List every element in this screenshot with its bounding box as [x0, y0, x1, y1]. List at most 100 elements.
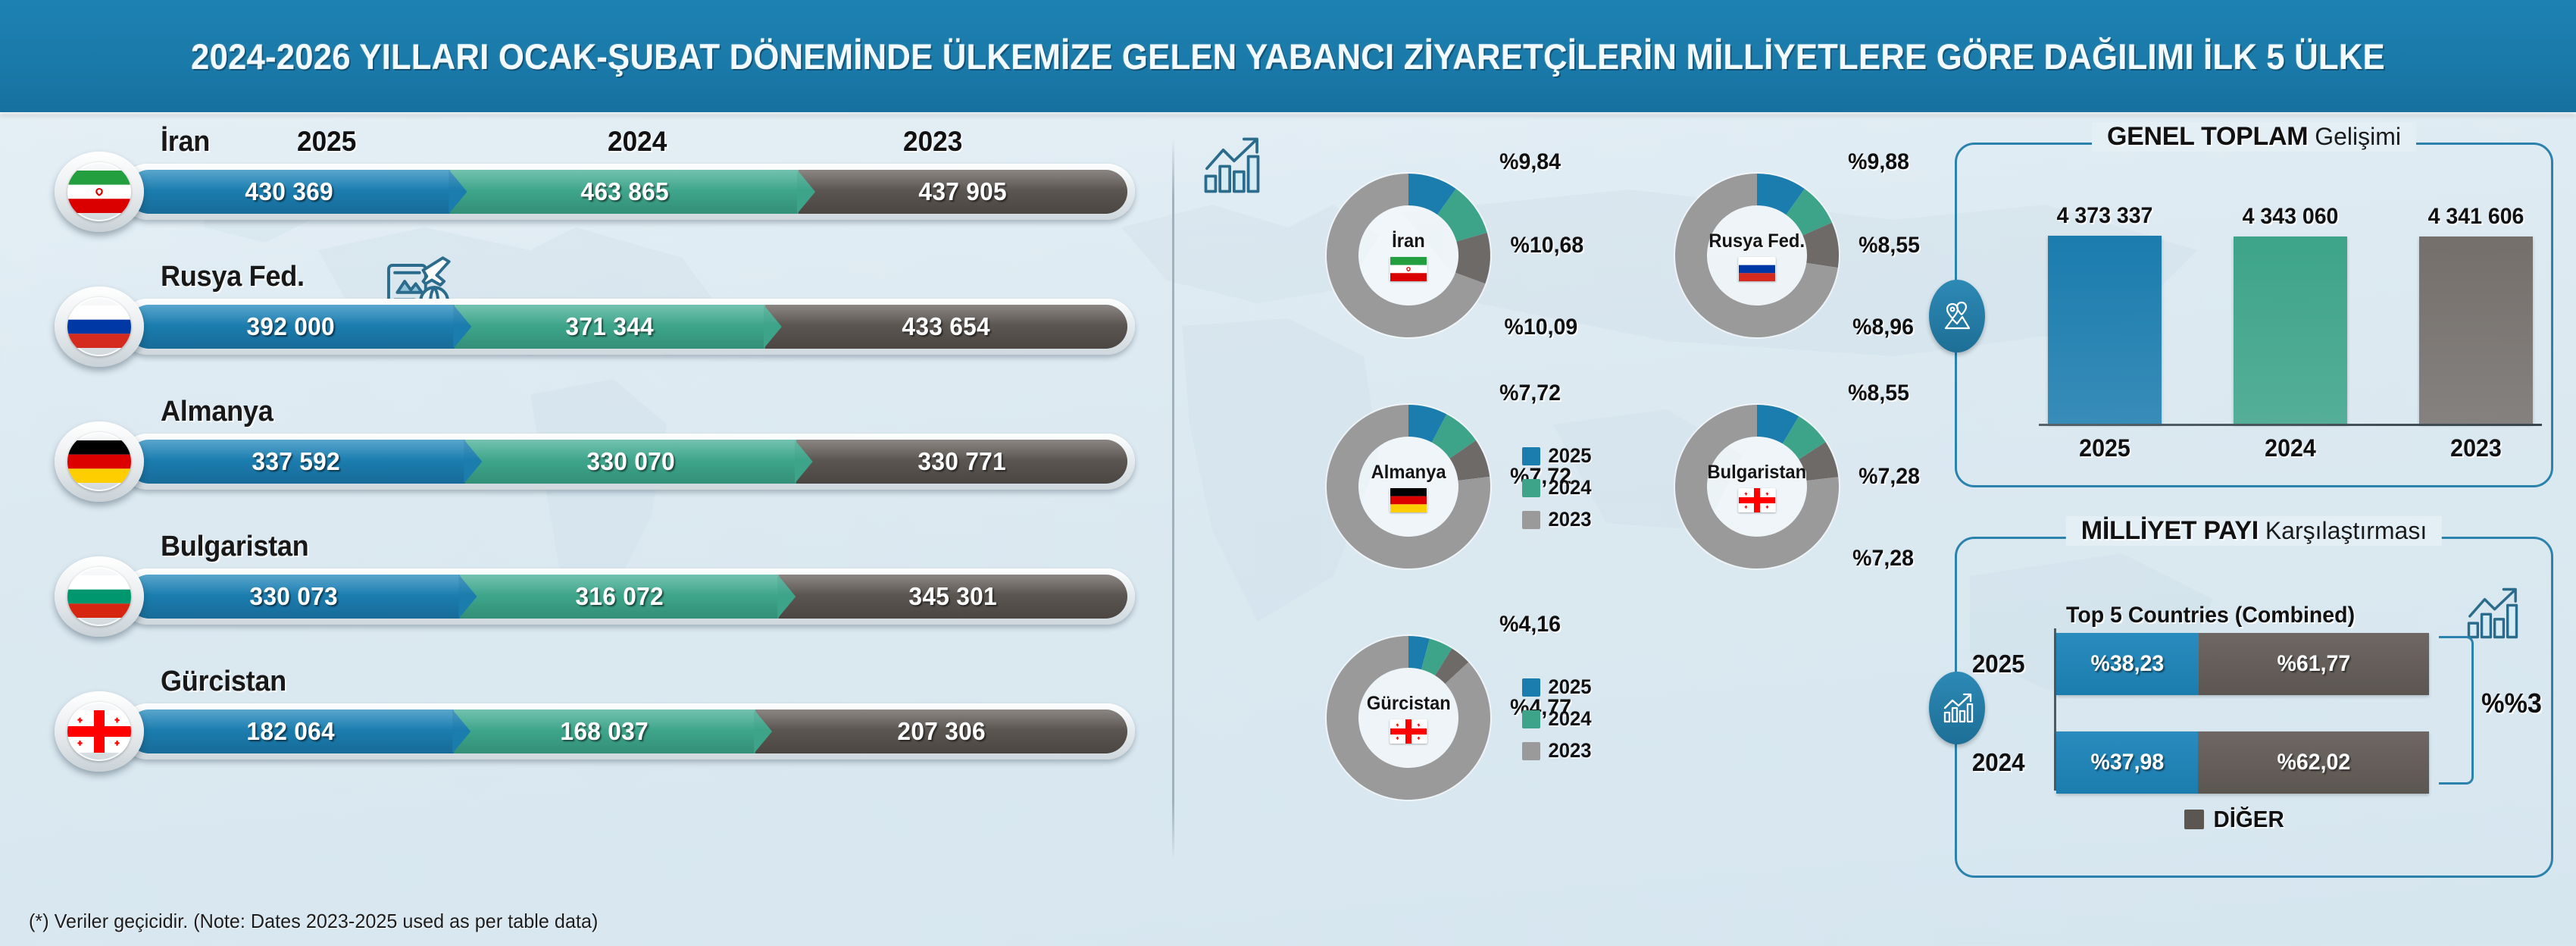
stacked-bar: 430 369 463 865 437 905 — [120, 164, 1135, 220]
genel-toplam-panel: GENEL TOPLAM Gelişimi 4 373 337 4 343 060… — [1929, 122, 2553, 487]
donut-slice-3 — [1327, 636, 1490, 800]
bar-segment-2025: 337 592 — [127, 440, 466, 484]
legend-item: 2023 — [1522, 739, 1593, 763]
donut-country-name: Almanya — [1371, 461, 1446, 483]
year-header-2023: 2023 — [903, 126, 963, 157]
bar-value-2023: 433 654 — [902, 312, 991, 340]
legend-swatch — [1522, 710, 1540, 728]
legend-label: 2023 — [1548, 508, 1592, 531]
legend-item: 2025 — [1522, 444, 1593, 468]
donut-slice-2 — [1455, 232, 1490, 284]
bar-value-2024: 330 070 — [586, 447, 675, 475]
flag-disc — [67, 567, 131, 626]
donut-slice-2 — [1802, 222, 1839, 268]
donut-slice-1 — [1786, 189, 1832, 236]
country-flag — [55, 421, 144, 502]
donut-slice-1 — [1782, 416, 1826, 460]
milliyet-payi-title-light: Karşılaştırması — [2258, 517, 2428, 544]
share-value-top5: %37,98 — [2090, 750, 2164, 775]
share-segment-other: %61,77 — [2199, 633, 2429, 695]
donut-percent-label: %4,77 — [1510, 695, 1571, 720]
growth-chart-badge-icon — [1929, 672, 1985, 744]
bar-segment-2023: 437 905 — [799, 170, 1127, 214]
donut-chart: Bulgaristan — [1671, 400, 1843, 573]
bar-segment-2023: 207 306 — [755, 710, 1127, 753]
legend-swatch — [1522, 510, 1540, 529]
country-row: İran 2025 2024 2023 430 369 463 865 437 905 — [0, 112, 1171, 247]
donut-percent-label: %10,68 — [1510, 233, 1584, 258]
donut-percent-label: %8,55 — [1848, 381, 1909, 406]
milliyet-payi-panel: MİLLİYET PAYI Karşılaştırması Top 5 Coun… — [1929, 516, 2553, 878]
legend-label: 2023 — [1548, 739, 1592, 762]
donut-legend: 2025 2024 2023 — [1522, 675, 1593, 763]
bar-segment-2024: 168 037 — [454, 710, 756, 753]
bar-value-2023: 437 905 — [918, 177, 1008, 205]
donut-country-name: Rusya Fed. — [1708, 230, 1805, 252]
legend-label-diger: DİĞER — [2213, 806, 2284, 832]
legend-label: 2025 — [1548, 675, 1592, 698]
year-header-2024: 2024 — [608, 126, 667, 157]
total-bar-category: 2024 — [2265, 434, 2316, 462]
growth-chart-icon — [1196, 130, 1268, 200]
donut-slice-3 — [1675, 405, 1839, 569]
bar-segment-2024: 316 072 — [460, 575, 780, 619]
stacked-bar: 330 073 316 072 345 301 — [120, 569, 1135, 625]
donut-slice-1 — [1431, 414, 1477, 459]
genel-toplam-axis — [2039, 424, 2542, 426]
bar-value-2025: 430 369 — [244, 177, 333, 205]
bar-segment-2024: 330 070 — [465, 440, 796, 484]
country-row: Gürcistan 182 064 168 037 207 306 — [0, 652, 1171, 787]
donut-flag — [1738, 256, 1776, 281]
total-bar — [2048, 236, 2162, 424]
country-row: Bulgaristan 330 073 316 072 345 301 — [0, 517, 1171, 652]
share-row: %37,98 %62,02 — [2056, 731, 2429, 794]
legend-item: 2023 — [1522, 508, 1593, 531]
country-name: Gürcistan — [161, 666, 286, 697]
donut-slice-3 — [1675, 174, 1838, 337]
bar-segment-2023: 433 654 — [764, 305, 1127, 349]
share-value-other: %62,02 — [2277, 750, 2350, 775]
donut-slice-3 — [1327, 174, 1486, 337]
bar-value-2023: 345 301 — [908, 582, 998, 610]
flag-disc — [67, 162, 131, 221]
donut-chart: Gürcistan — [1322, 631, 1495, 804]
stacked-bar: 182 064 168 037 207 306 — [120, 703, 1135, 760]
country-row: Almanya 337 592 330 070 330 771 — [0, 382, 1171, 517]
header-bar: 2024-2026 YILLARI OCAK-ŞUBAT DÖNEMİNDE Ü… — [0, 0, 2576, 117]
donut-legend: 2025 2024 2023 — [1522, 444, 1593, 531]
vertical-divider — [1172, 139, 1174, 860]
bar-segment-2023: 345 301 — [779, 575, 1127, 619]
genel-toplam-title: GENEL TOPLAM Gelişimi — [2092, 122, 2416, 152]
country-name: İran — [161, 126, 211, 158]
legend-label: 2024 — [1548, 476, 1592, 499]
donut-slice-1 — [1437, 188, 1487, 242]
donut-country-name: Gürcistan — [1366, 692, 1451, 714]
bar-segment-2025: 182 064 — [127, 710, 455, 753]
total-bar — [2234, 236, 2347, 424]
total-bar-value: 4 341 606 — [2428, 204, 2524, 230]
donut-chart: Almanya — [1322, 400, 1495, 573]
total-bar-value: 4 373 337 — [2056, 203, 2153, 228]
country-bars-panel: İran 2025 2024 2023 430 369 463 865 437 905 Rus… — [0, 112, 1171, 932]
donut-slice-3 — [1327, 405, 1490, 569]
legend-label: 2025 — [1548, 444, 1592, 467]
flag-disc — [67, 432, 131, 491]
bar-value-2025: 337 592 — [252, 447, 341, 475]
donut-percent-label: %4,16 — [1499, 612, 1561, 637]
legend-swatch — [1522, 741, 1540, 760]
donut-percent-label: %8,96 — [1852, 315, 1914, 340]
milliyet-payi-title: MİLLİYET PAYI Karşılaştırması — [2065, 516, 2443, 546]
donut-chart: Rusya Fed. — [1671, 169, 1843, 342]
country-flag — [55, 152, 144, 232]
genel-toplam-categories: 2025 2024 2023 — [2048, 434, 2533, 471]
year-header-2025: 2025 — [297, 126, 357, 157]
bar-segment-2025: 392 000 — [127, 305, 455, 349]
donut-chart: İran — [1322, 169, 1495, 342]
legend-swatch — [1522, 678, 1540, 697]
total-bar-category: 2023 — [2450, 434, 2502, 462]
stacked-bar: 392 000 371 344 433 654 — [120, 299, 1135, 355]
donut-slice-2 — [1799, 442, 1839, 481]
country-row: Rusya Fed. 392 000 371 344 433 654 — [0, 247, 1171, 382]
flag-disc — [67, 702, 131, 761]
bar-segment-2025: 330 073 — [127, 575, 461, 619]
